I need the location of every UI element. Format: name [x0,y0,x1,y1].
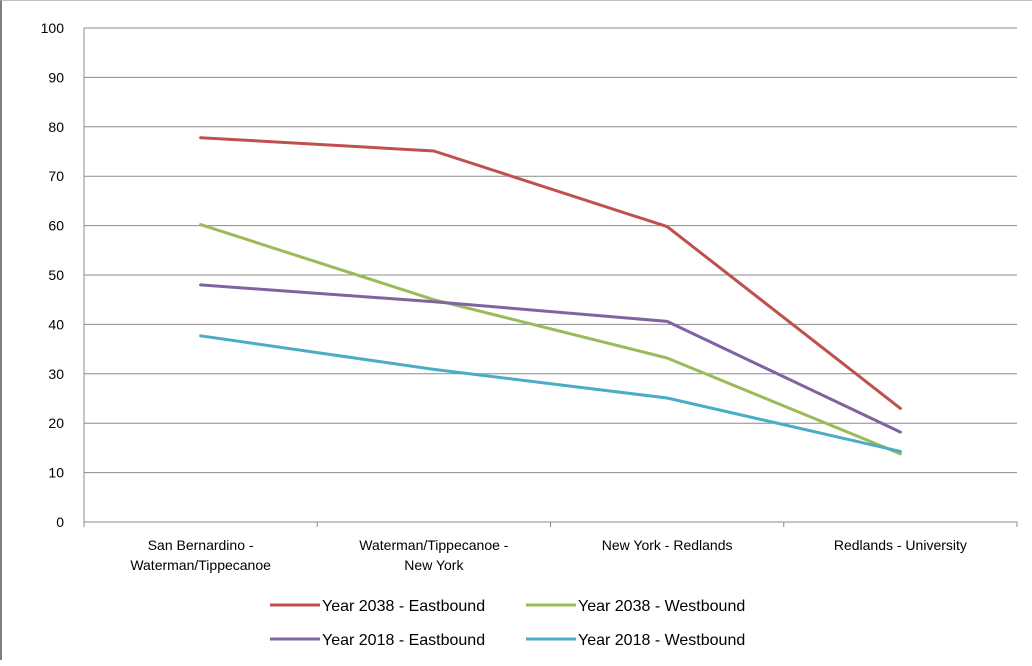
y-tick-label: 30 [48,366,64,382]
axes [83,28,1018,527]
gridlines [84,27,1017,474]
y-tick-label: 10 [48,465,64,481]
y-tick-label: 50 [48,267,64,283]
y-tick-label: 60 [48,218,64,234]
x-tick-label: New York - Redlands [602,537,733,553]
x-tick-label: Waterman/Tippecanoe -New York [359,537,508,573]
y-tick-label: 0 [56,514,64,530]
x-tick-label: Redlands - University [834,537,967,553]
x-tick-labels: San Bernardino -Waterman/Tippecanoe Water… [130,537,967,573]
series-line-1 [199,223,902,456]
legend-label: Year 2018 - Westbound [578,632,745,649]
legend: Year 2038 - Eastbound Year 2038 - Westbou… [270,598,745,649]
y-tick-label: 90 [48,69,64,85]
series-line-3 [199,334,902,453]
series-line-0 [199,136,902,410]
series-lines [199,136,902,456]
x-tick-label: San Bernardino -Waterman/Tippecanoe [130,537,271,573]
y-tick-label: 80 [48,119,64,135]
legend-label: Year 2038 - Westbound [578,598,745,615]
y-tick-label: 100 [41,20,65,36]
legend-label: Year 2038 - Eastbound [322,598,485,615]
series-line-2 [199,283,902,434]
y-tick-label: 40 [48,316,64,332]
legend-label: Year 2018 - Eastbound [322,632,485,649]
y-tick-label: 70 [48,168,64,184]
y-tick-label: 20 [48,415,64,431]
y-tick-labels: 0 10 20 30 40 50 60 70 80 90 100 [41,20,65,530]
